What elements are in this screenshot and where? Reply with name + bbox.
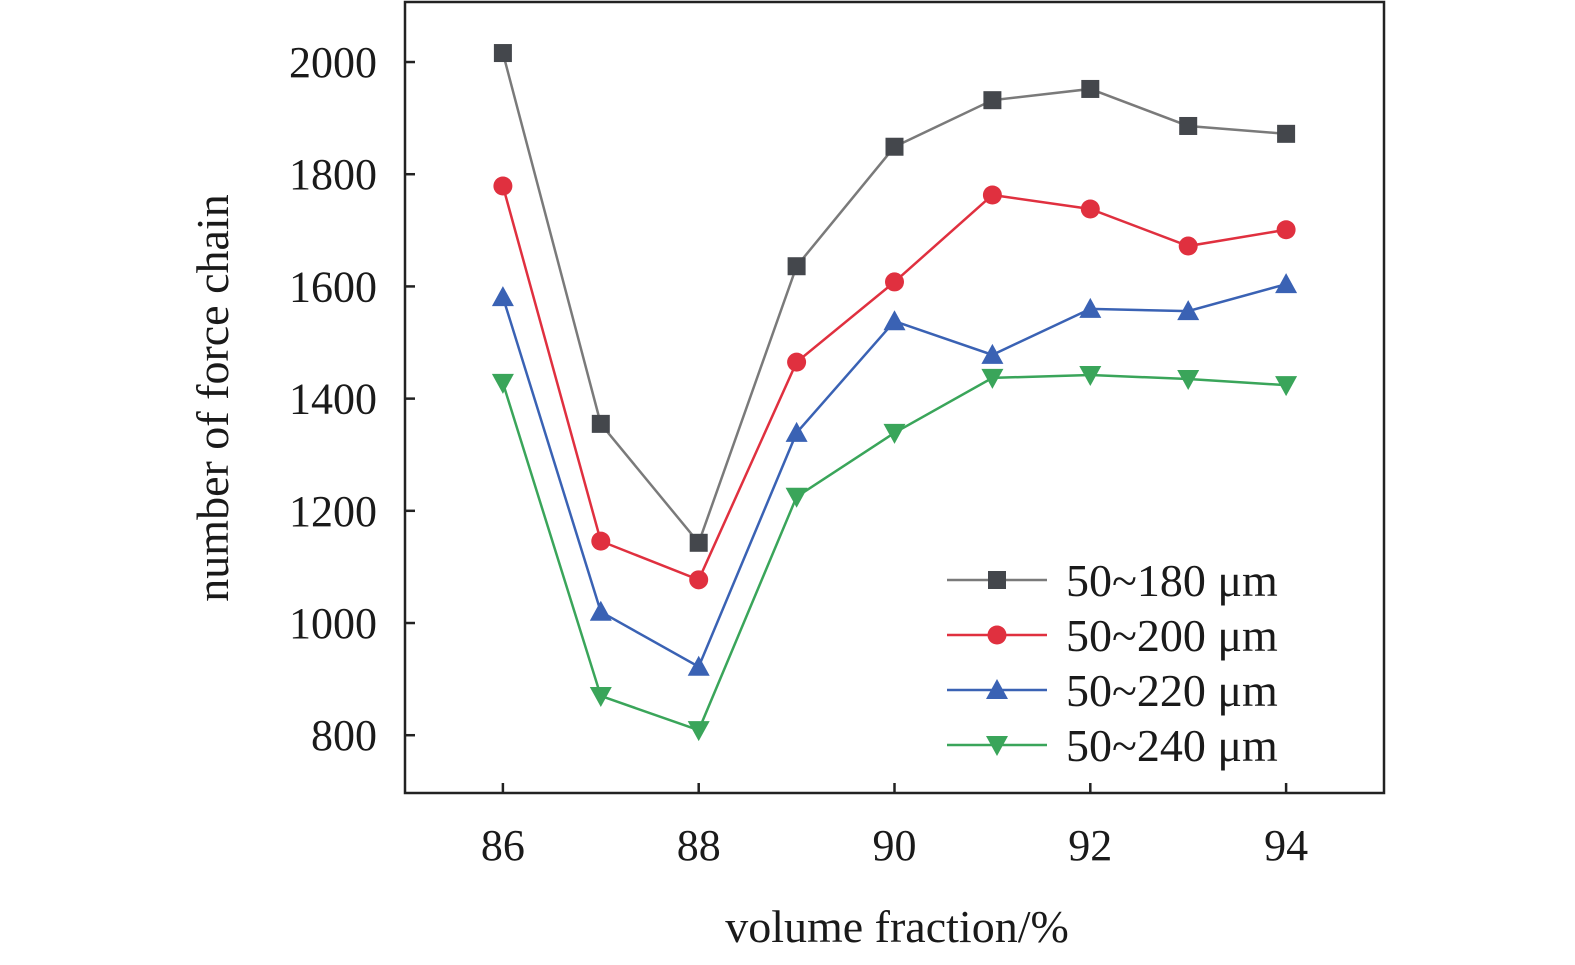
legend-marker [986, 736, 1008, 756]
data-point [883, 310, 906, 331]
legend-label: 50~240 μm [1066, 720, 1278, 771]
y-axis-label: number of force chain [187, 194, 238, 601]
data-point [589, 600, 612, 621]
data-point [1277, 124, 1296, 143]
x-tick-label: 90 [873, 821, 917, 870]
y-tick-label: 2000 [289, 38, 377, 87]
data-point [589, 686, 612, 707]
data-point [1177, 369, 1200, 390]
data-point [493, 176, 513, 196]
x-axis-label: volume fraction/% [725, 901, 1069, 952]
data-point [885, 137, 904, 156]
data-point [981, 343, 1004, 364]
legend-entry: 50~240 μm [947, 720, 1278, 771]
data-point [493, 44, 512, 63]
x-tick-label: 86 [481, 821, 525, 870]
data-point [1081, 79, 1100, 98]
data-point [787, 257, 806, 276]
legend-marker [988, 571, 1006, 589]
x-tick-label: 94 [1264, 821, 1308, 870]
data-point [689, 533, 708, 552]
data-point [982, 185, 1002, 205]
data-point [591, 414, 610, 433]
data-point [883, 423, 906, 444]
series-3 [491, 366, 1298, 742]
legend-label: 50~180 μm [1066, 555, 1278, 606]
series-line [501, 52, 1287, 546]
data-point [785, 421, 808, 442]
legend-entry: 50~180 μm [947, 555, 1278, 606]
data-point [981, 368, 1004, 389]
data-point [591, 531, 611, 551]
y-tick-label: 1800 [289, 150, 377, 199]
x-tick-label: 92 [1068, 821, 1112, 870]
data-point [687, 721, 710, 742]
data-point [1080, 199, 1100, 219]
data-point [491, 373, 514, 394]
data-point [689, 570, 709, 590]
y-tick-label: 1200 [289, 487, 377, 536]
data-point [787, 352, 807, 372]
data-point [1079, 297, 1102, 318]
y-tick-label: 1000 [289, 599, 377, 648]
data-point [1177, 300, 1200, 321]
data-point [983, 91, 1002, 110]
data-point [1179, 116, 1198, 135]
data-point [1079, 366, 1102, 387]
data-point [687, 655, 710, 676]
series-0 [493, 44, 1296, 552]
legend-entry: 50~220 μm [947, 665, 1278, 716]
data-point [785, 487, 808, 508]
data-point [1275, 376, 1298, 397]
legend-marker [986, 679, 1008, 699]
legend-marker [987, 625, 1007, 645]
legend-entry: 50~200 μm [947, 610, 1278, 661]
y-tick-label: 1600 [289, 262, 377, 311]
y-tick-label: 1400 [289, 375, 377, 424]
data-point [1178, 236, 1198, 256]
data-point [1276, 220, 1296, 240]
data-point [1275, 273, 1298, 294]
x-tick-label: 88 [677, 821, 721, 870]
data-point [885, 272, 904, 292]
y-tick-label: 800 [311, 711, 377, 760]
series-line [501, 185, 1287, 582]
series-2 [491, 273, 1298, 676]
legend-label: 50~220 μm [1066, 665, 1278, 716]
legend-label: 50~200 μm [1066, 610, 1278, 661]
data-point [491, 286, 514, 307]
series-1 [493, 176, 1296, 590]
